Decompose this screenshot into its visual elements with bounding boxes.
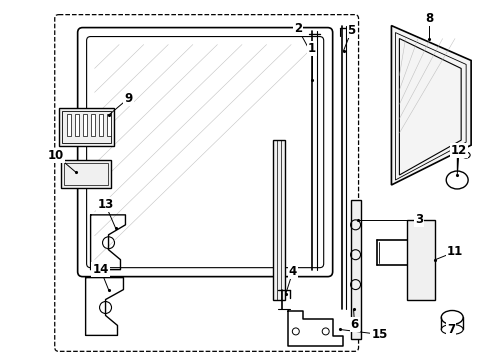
Text: 5: 5 [347,24,356,37]
Bar [407,220,435,300]
Bar [273,140,285,300]
Bar [106,114,111,136]
Bar [91,114,95,136]
Bar [74,114,78,136]
Text: 9: 9 [124,92,133,105]
Bar [83,114,87,136]
Text: 6: 6 [350,318,359,331]
Text: 15: 15 [371,328,388,341]
Bar [64,163,107,185]
Text: 11: 11 [447,245,464,258]
Text: 4: 4 [289,265,297,278]
Text: 10: 10 [48,149,64,162]
Text: 2: 2 [294,22,302,35]
Bar [98,114,102,136]
Text: 12: 12 [451,144,467,157]
Bar [350,200,361,339]
Bar [61,160,111,188]
Text: 8: 8 [425,12,434,25]
Text: 1: 1 [308,42,316,55]
Text: 14: 14 [93,263,109,276]
Text: 3: 3 [415,213,423,226]
Text: 7: 7 [447,323,455,336]
Bar [67,114,71,136]
Bar [62,111,111,143]
Polygon shape [392,26,471,185]
Bar [59,108,114,146]
Text: 13: 13 [98,198,114,211]
